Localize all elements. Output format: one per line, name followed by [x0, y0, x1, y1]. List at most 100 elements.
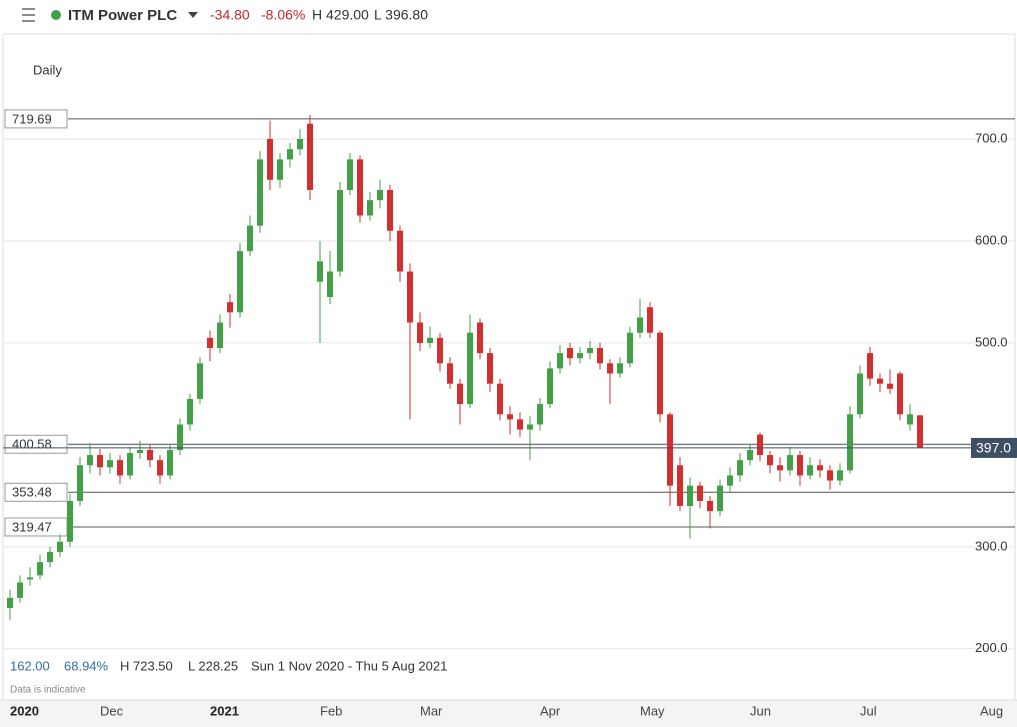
candle-body — [757, 434, 763, 456]
candle-body — [287, 149, 293, 160]
candle-body — [597, 348, 603, 364]
reference-label: 319.47 — [12, 519, 52, 534]
candle-body — [777, 465, 783, 471]
candle-body — [177, 424, 183, 450]
candle-body — [877, 378, 883, 384]
period-high: H 723.50 — [120, 658, 173, 673]
candle-body — [477, 322, 483, 354]
candle-body — [317, 261, 323, 282]
period-range: Sun 1 Nov 2020 - Thu 5 Aug 2021 — [251, 658, 447, 673]
dropdown-arrow[interactable] — [188, 12, 198, 18]
reference-label: 353.48 — [12, 485, 52, 500]
candle-body — [767, 455, 773, 466]
x-tick-label: Jun — [750, 703, 771, 718]
candle-body — [527, 424, 533, 430]
candle-body — [327, 271, 333, 298]
candle-body — [227, 302, 233, 313]
candle-body — [727, 475, 733, 486]
candle-body — [857, 373, 863, 415]
candle-body — [57, 541, 63, 552]
y-tick-label: 600.0 — [975, 232, 1008, 247]
disclaimer: Data is indicative — [10, 685, 86, 696]
candle-body — [697, 485, 703, 501]
last-price-label: 397.0 — [976, 440, 1011, 456]
candle-body — [417, 322, 423, 343]
candle-body — [717, 485, 723, 512]
period-change: 162.00 — [10, 658, 50, 673]
candle-body — [517, 419, 523, 430]
candle-body — [887, 383, 893, 389]
x-tick-label: Feb — [320, 703, 342, 718]
candle-body — [547, 368, 553, 405]
candle-body — [357, 159, 363, 216]
candle-body — [827, 470, 833, 481]
candle-body — [247, 225, 253, 252]
reference-label: 719.69 — [12, 111, 52, 126]
last-price-tag — [971, 437, 1017, 458]
x-tick-label: Mar — [420, 703, 443, 718]
candle-body — [587, 348, 593, 354]
candle-body — [387, 189, 393, 231]
day-high: H 429.00 — [312, 7, 369, 23]
candle-body — [907, 414, 913, 425]
candle-body — [207, 337, 213, 349]
candle-body — [277, 159, 283, 180]
candle-body — [367, 200, 373, 216]
candle-body — [147, 449, 153, 461]
candle-body — [167, 449, 173, 476]
candle-body — [297, 138, 303, 150]
change-pct: -8.06% — [261, 7, 305, 23]
candle-body — [637, 317, 643, 333]
candle-body — [257, 159, 263, 226]
interval: Daily — [33, 62, 62, 77]
candle-body — [557, 353, 563, 369]
instrument-title: ITM Power PLC — [68, 7, 177, 24]
candle-body — [267, 138, 273, 180]
candle-body — [467, 332, 473, 405]
candle-body — [507, 414, 513, 420]
day-low: L 396.80 — [374, 7, 428, 23]
candle-body — [747, 449, 753, 461]
x-tick-label: 2021 — [210, 703, 239, 718]
x-tick-label: Apr — [540, 703, 561, 718]
candle-body — [427, 337, 433, 343]
candle-body — [197, 363, 203, 399]
candle-body — [77, 465, 83, 501]
status-dot — [51, 10, 61, 20]
candle-body — [787, 455, 793, 471]
candle-body — [67, 500, 73, 542]
candle-body — [437, 337, 443, 364]
menu-icon[interactable] — [22, 8, 35, 22]
candle-body — [347, 159, 353, 190]
candle-body — [17, 582, 23, 598]
candle-body — [677, 465, 683, 507]
y-tick-label: 300.0 — [975, 538, 1008, 553]
candle-body — [87, 455, 93, 466]
reference-label-box — [4, 482, 68, 502]
y-tick-label: 500.0 — [975, 334, 1008, 349]
candle-body — [917, 415, 923, 448]
candle-body — [137, 449, 143, 454]
candle-body — [657, 332, 663, 415]
candle-body — [157, 460, 163, 476]
y-tick-label: 700.0 — [975, 130, 1008, 145]
candle-body — [537, 404, 543, 425]
candle-body — [107, 460, 113, 468]
candle-body — [847, 414, 853, 471]
candle-body — [237, 251, 243, 313]
reference-label: 400.58 — [12, 437, 52, 452]
candle-body — [97, 455, 103, 468]
candle-body — [27, 577, 33, 580]
change: -34.80 — [210, 7, 250, 23]
candle-body — [737, 460, 743, 476]
x-tick-label: 2020 — [10, 703, 39, 718]
candle-body — [647, 307, 653, 333]
candle-body — [607, 363, 613, 374]
candle-body — [457, 383, 463, 405]
candle-body — [667, 414, 673, 486]
candle-body — [797, 455, 803, 476]
reference-label-box — [4, 434, 68, 454]
candle-body — [567, 348, 573, 359]
candle-body — [817, 465, 823, 471]
